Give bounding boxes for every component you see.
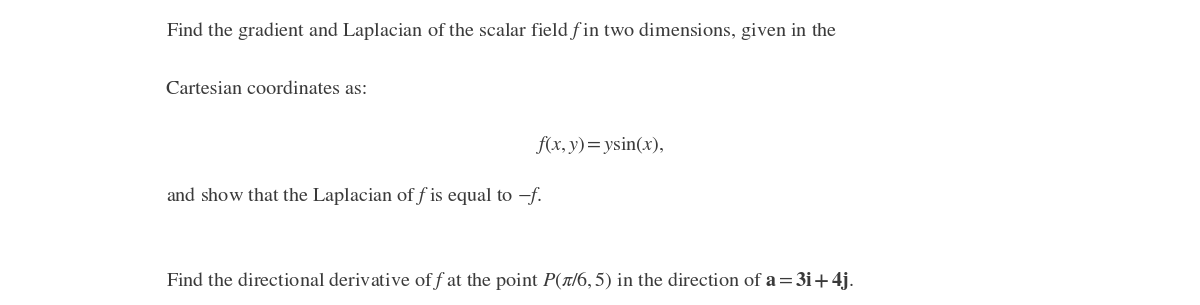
Text: Find the gradient and Laplacian of the scalar field $f$ in two dimensions, given: Find the gradient and Laplacian of the s… — [166, 20, 836, 42]
Text: Find the directional derivative of $f$ at the point $P(\pi/6, 5)$ in the directi: Find the directional derivative of $f$ a… — [166, 270, 853, 292]
Text: Cartesian coordinates as:: Cartesian coordinates as: — [166, 81, 367, 98]
Text: and show that the Laplacian of $f$ is equal to $-f$.: and show that the Laplacian of $f$ is eq… — [166, 185, 541, 206]
Text: $f(x, y) = y\sin(x),$: $f(x, y) = y\sin(x),$ — [536, 134, 664, 156]
